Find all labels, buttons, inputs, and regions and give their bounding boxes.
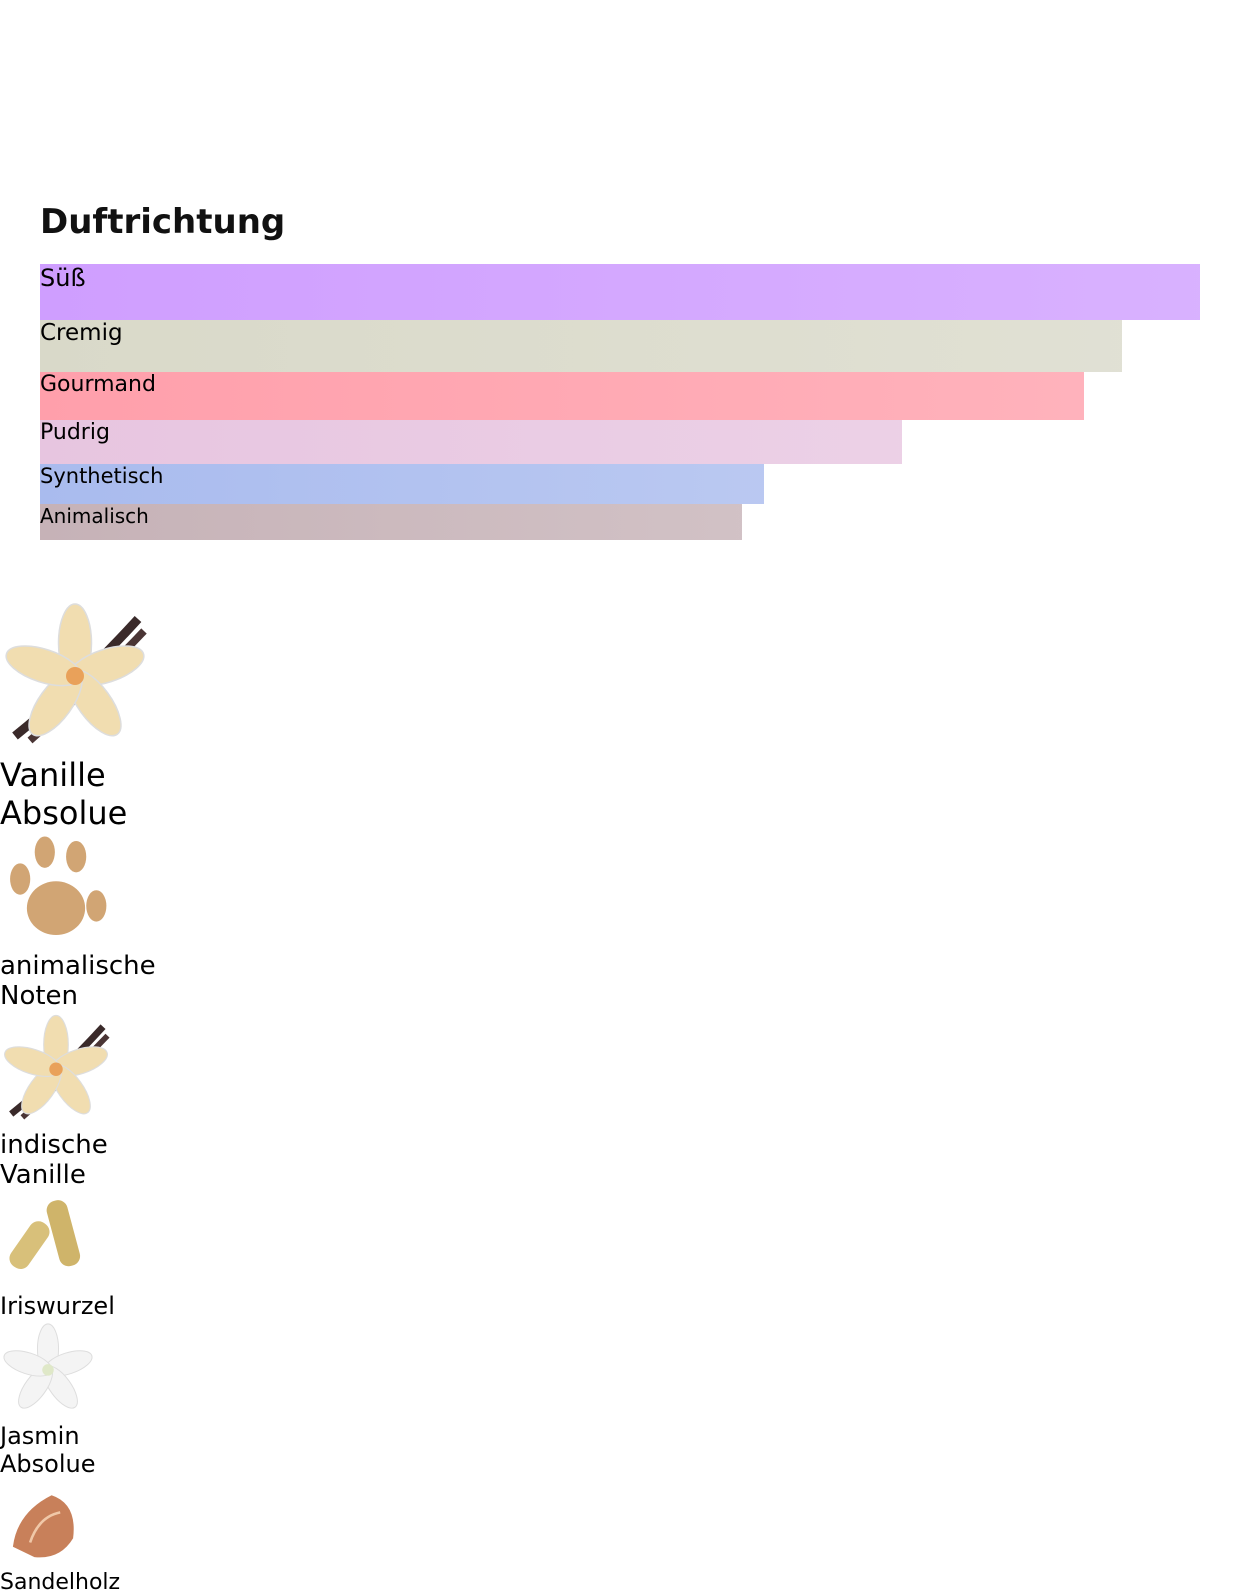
note-icon [4,1014,110,1120]
accord-list: Süß Cremig Gourmand Pudrig Synthetisch Animal… [40,264,1200,540]
accord-label: Süß [40,264,86,292]
note: Sandelholz [0,1478,170,1595]
note-label: Vanille Absolue [0,756,128,832]
accord-bar: Pudrig [40,420,902,464]
note-list: Vanille Absolue animalische Noten indische… [0,598,1240,1595]
accord-bar: Synthetisch [40,464,764,504]
note-icon [9,1200,81,1270]
accord-label: Pudrig [40,420,110,445]
accord-bar: Cremig [40,320,1123,372]
page: Duftrichtung Süß Cremig Gourmand Pudrig Synt… [0,202,1240,1595]
accord-bar: Animalisch [40,504,742,540]
note-icon [3,1323,93,1409]
note-icon [10,836,107,936]
note: Iriswurzel [0,1190,170,1320]
accord-label: Animalisch [40,504,149,528]
note-label: Jasmin Absolue [0,1422,96,1478]
accord-label: Synthetisch [40,464,164,488]
note-label: Sandelholz [0,1570,121,1595]
note: Vanille Absolue [0,598,170,832]
accord-bar: Süß [40,264,1200,320]
note: animalische Noten [0,832,170,1011]
note-label: Iriswurzel [0,1292,115,1320]
section-title: Duftrichtung [40,202,286,242]
note: Jasmin Absolue [0,1320,170,1478]
note-icon [5,603,147,744]
note-label: indische Vanille [0,1130,108,1190]
note: indische Vanille [0,1011,170,1190]
accord-bar: Gourmand [40,372,1084,420]
note-icon [12,1495,74,1558]
accord-label: Gourmand [40,372,156,397]
accord-label: Cremig [40,320,123,346]
note-label: animalische Noten [0,951,156,1011]
